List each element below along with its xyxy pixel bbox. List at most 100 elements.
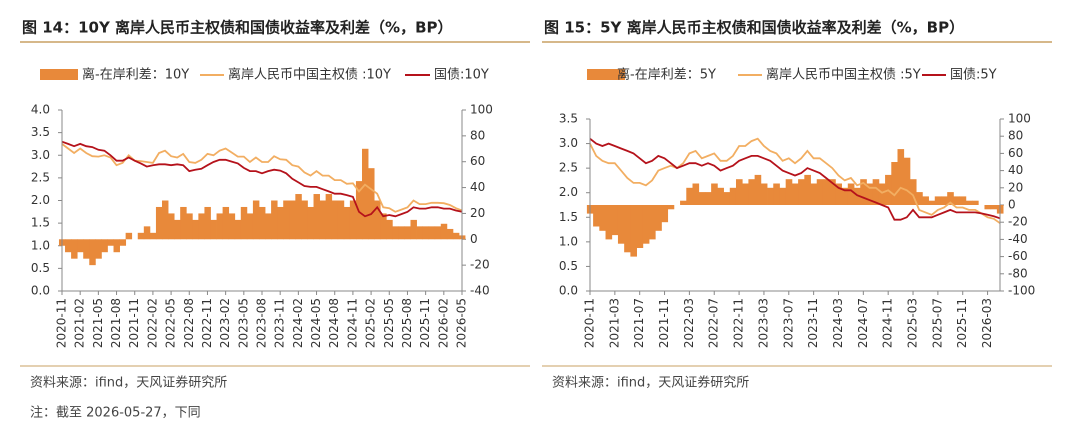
spread-bar xyxy=(240,206,248,240)
y2-tick-label: 0 xyxy=(470,232,478,246)
y2-tick-label: 100 xyxy=(470,103,493,117)
spread-bar xyxy=(891,162,898,205)
spread-bar xyxy=(216,213,224,240)
spread-bar xyxy=(841,187,849,205)
spread-bar xyxy=(729,187,737,205)
spread-bar xyxy=(692,183,700,205)
x-tick-label: 2022-08 xyxy=(182,298,196,348)
x-tick-label: 2021-11 xyxy=(657,298,671,348)
x-tick-label: 2024-11 xyxy=(345,298,359,348)
spread-bar xyxy=(149,232,157,240)
spread-bar xyxy=(271,200,278,240)
spread-bar xyxy=(953,196,961,205)
x-tick-label: 2021-05 xyxy=(91,298,105,348)
y2-tick-label: -20 xyxy=(1008,215,1028,229)
x-tick-label: 2021-08 xyxy=(109,298,123,348)
y2-tick-label: 20 xyxy=(1008,180,1023,194)
spread-bar xyxy=(349,200,357,240)
spread-bar xyxy=(984,205,992,210)
x-tick-label: 2025-07 xyxy=(930,298,944,348)
y-tick-label: 0.0 xyxy=(559,284,578,298)
x-tick-label: 2025-11 xyxy=(418,298,432,348)
spread-bar xyxy=(798,179,805,205)
spread-bar xyxy=(972,200,979,205)
spread-bar xyxy=(186,213,193,240)
x-tick-label: 2025-08 xyxy=(400,298,414,348)
spread-bar xyxy=(174,219,181,240)
y-tick-label: 0.0 xyxy=(31,284,50,298)
spread-bar xyxy=(735,179,743,205)
spread-bar xyxy=(630,205,637,257)
spread-bar xyxy=(928,200,936,205)
x-tick-label: 2022-11 xyxy=(732,298,746,348)
spread-bar xyxy=(71,239,78,259)
x-tick-label: 2021-07 xyxy=(632,298,646,348)
spread-bar xyxy=(847,183,855,205)
chart-title: 图 15：5Y 离岸人民币主权债和国债收益率及利差（%，BP） xyxy=(544,19,964,37)
spread-bar xyxy=(854,187,861,205)
x-tick-label: 2023-02 xyxy=(218,298,232,348)
x-tick-label: 2023-11 xyxy=(273,298,287,348)
spread-bar xyxy=(723,192,731,205)
spread-bar xyxy=(742,183,749,205)
spread-bar xyxy=(909,179,917,205)
x-tick-label: 2023-05 xyxy=(236,298,250,348)
y-tick-label: 1.5 xyxy=(559,210,578,224)
x-tick-label: 2021-02 xyxy=(73,298,87,348)
spread-bar xyxy=(325,194,333,240)
spread-bar xyxy=(331,200,339,240)
spread-bar xyxy=(307,206,314,240)
x-tick-label: 2026-05 xyxy=(455,298,469,348)
spread-bar xyxy=(95,239,102,259)
spread-bar xyxy=(767,187,774,205)
spread-bar xyxy=(77,239,84,253)
y2-tick-label: 60 xyxy=(470,154,485,168)
y-tick-label: 1.0 xyxy=(559,234,578,248)
spread-bar xyxy=(301,200,308,240)
x-tick-label: 2025-05 xyxy=(382,298,396,348)
line xyxy=(61,143,463,213)
spread-bar xyxy=(137,232,145,240)
y2-tick-label: -20 xyxy=(470,258,490,272)
y-tick-label: 2.5 xyxy=(31,170,50,184)
y-tick-label: 0.5 xyxy=(559,259,578,273)
spread-bar xyxy=(593,205,600,227)
y-tick-label: 3.0 xyxy=(559,136,578,150)
spread-bar xyxy=(990,205,998,210)
spread-bar xyxy=(89,239,96,266)
y2-tick-label: -40 xyxy=(470,284,490,298)
spread-bar xyxy=(785,179,793,205)
spread-bar xyxy=(422,226,430,240)
spread-bar xyxy=(940,196,948,205)
y2-tick-label: -60 xyxy=(1008,249,1028,263)
spread-bar xyxy=(686,187,693,205)
spread-bar xyxy=(916,192,923,205)
spread-bar xyxy=(760,183,768,205)
spread-bar xyxy=(204,206,211,240)
spread-bar xyxy=(446,228,454,240)
spread-bar xyxy=(362,148,369,240)
spread-bar xyxy=(83,239,90,259)
spread-bar xyxy=(624,205,631,253)
spread-bar xyxy=(398,226,405,240)
spread-bar xyxy=(965,200,973,205)
spread-bar xyxy=(903,157,911,205)
y2-tick-label: -80 xyxy=(1008,266,1028,280)
spread-bar xyxy=(947,192,954,205)
y2-tick-label: 0 xyxy=(1008,198,1016,212)
source: 资料来源：ifind，天风证券研究所 xyxy=(552,375,749,391)
chart-title: 图 14：10Y 离岸人民币主权债和国债收益率及利差（%，BP） xyxy=(22,19,453,37)
source: 资料来源：ifind，天风证券研究所 xyxy=(30,375,227,391)
spread-bar xyxy=(860,179,867,205)
spread-bar xyxy=(636,205,644,248)
legend-label: 国债:5Y xyxy=(950,68,997,83)
spread-bar xyxy=(162,200,169,240)
spread-bar xyxy=(125,232,133,240)
y2-tick-label: 40 xyxy=(1008,163,1023,177)
spread-bar xyxy=(922,196,929,205)
spread-bar xyxy=(289,200,296,240)
x-tick-label: 2023-03 xyxy=(756,298,770,348)
spread-bar xyxy=(698,192,706,205)
x-tick-label: 2021-03 xyxy=(607,298,621,348)
spread-bar xyxy=(711,183,718,205)
